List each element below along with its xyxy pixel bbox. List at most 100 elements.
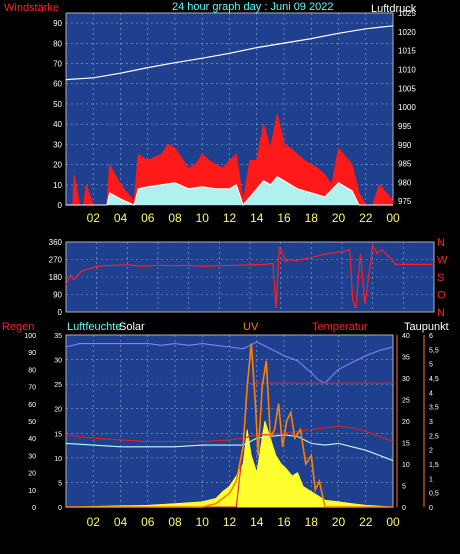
uv-tick-label: 5,5 (429, 347, 439, 354)
rain-tick-label: 40 (28, 436, 36, 443)
wind-tick-label: 30 (53, 140, 62, 149)
wind-tick-label: 80 (53, 39, 62, 48)
temperature-tick-label: 25 (402, 398, 410, 405)
time-tick-label: 14 (250, 211, 264, 225)
wind-tick-label: 90 (53, 19, 62, 28)
direction-tick-label: 0 (58, 308, 63, 317)
humidity-tick-label: 15 (54, 431, 62, 438)
uv-tick-label: 6 (429, 333, 433, 340)
uv-axis-ticks: 0 0,5 1 1,5 2 2,5 3 3,5 4 4,5 5 5,5 6 (424, 333, 439, 512)
humidity-tick-label: 0 (58, 505, 62, 512)
time-tick-label: 00 (386, 211, 400, 225)
top-time-axis-ticks: 02 04 06 08 10 12 14 16 18 20 22 00 (87, 211, 400, 225)
uv-label: UV (243, 321, 259, 333)
temperature-tick-label: 40 (402, 333, 410, 340)
wind-tick-label: 40 (53, 120, 62, 129)
uv-tick-label: 5 (429, 362, 433, 369)
time-tick-label: 08 (168, 515, 182, 529)
temperature-axis-ticks: 0 5 10 15 20 25 30 35 40 (397, 333, 410, 512)
wind-tick-label: 70 (53, 60, 62, 69)
pressure-axis-title: Luftdruck (371, 3, 417, 15)
time-tick-label: 12 (223, 515, 237, 529)
time-tick-label: 04 (114, 211, 128, 225)
direction-tick-label: 270 (49, 256, 63, 265)
uv-tick-label: 3 (429, 419, 433, 426)
uv-tick-label: 1,5 (429, 462, 439, 469)
wind-tick-label: 10 (53, 181, 62, 190)
direction-tick-label: 180 (49, 273, 63, 282)
direction-axis-ticks: 0 90 180 270 360 (49, 238, 63, 317)
temperature-tick-label: 15 (402, 441, 410, 448)
pressure-tick-label: 980 (398, 178, 412, 187)
wind-tick-label: 60 (53, 80, 62, 89)
chart-title: 24 hour graph day : Juni 09 2022 (172, 1, 333, 13)
temperature-tick-label: 30 (402, 376, 410, 383)
pressure-tick-label: 1015 (398, 47, 416, 56)
temperature-axis-title: Temperatur (312, 321, 368, 333)
humidity-tick-label: 25 (54, 382, 62, 389)
rain-tick-label: 70 (28, 385, 36, 392)
rain-axis-ticks: 0102030405060708090100 (24, 333, 36, 512)
time-tick-label: 20 (332, 211, 346, 225)
pressure-tick-label: 985 (398, 160, 412, 169)
pressure-tick-label: 1010 (398, 65, 416, 74)
time-tick-label: 00 (386, 515, 400, 529)
uv-tick-label: 0,5 (429, 491, 439, 498)
humidity-tick-label: 20 (54, 407, 62, 414)
rain-axis-title: Regen (2, 321, 34, 333)
time-tick-label: 06 (141, 515, 155, 529)
bottom-time-axis-ticks: 02 04 06 08 10 12 14 16 18 20 22 00 (87, 515, 400, 529)
rain-tick-label: 90 (28, 350, 36, 357)
pressure-axis-ticks: 975 980 985 990 995 1000 1005 1010 1015 1020 1025 (398, 9, 416, 206)
time-tick-label: 10 (196, 515, 210, 529)
wind-axis-ticks: 0 10 20 30 40 50 60 70 80 90 (53, 19, 62, 210)
time-tick-label: 08 (168, 211, 182, 225)
time-tick-label: 02 (87, 515, 101, 529)
humidity-axis-title: Luftfeuchte (67, 321, 121, 333)
dewpoint-axis-title: Taupunkt (404, 321, 449, 333)
rain-tick-label: 50 (28, 419, 36, 426)
temperature-tick-label: 20 (402, 419, 410, 426)
humidity-tick-label: 35 (54, 333, 62, 340)
rain-tick-label: 30 (28, 453, 36, 460)
time-tick-label: 14 (250, 515, 264, 529)
pressure-tick-label: 1000 (398, 103, 416, 112)
time-tick-label: 04 (114, 515, 128, 529)
time-tick-label: 02 (87, 211, 101, 225)
pressure-tick-label: 1020 (398, 28, 416, 37)
uv-tick-label: 2 (429, 448, 433, 455)
wind-tick-label: 20 (53, 161, 62, 170)
temperature-tick-label: 10 (402, 462, 410, 469)
time-tick-label: 20 (332, 515, 346, 529)
humidity-axis-ticks: 0 5 10 15 20 25 30 35 (54, 333, 62, 512)
humidity-tick-label: 30 (54, 358, 62, 365)
rain-tick-label: 100 (24, 333, 36, 340)
temperature-tick-label: 35 (402, 355, 410, 362)
time-tick-label: 18 (305, 515, 319, 529)
time-tick-label: 22 (359, 515, 373, 529)
compass-tick-label: W (437, 255, 448, 267)
direction-tick-label: 360 (49, 238, 63, 247)
time-tick-label: 12 (223, 211, 237, 225)
direction-tick-label: 90 (53, 291, 62, 300)
compass-tick-label: O (437, 290, 446, 302)
time-tick-label: 18 (305, 211, 319, 225)
uv-tick-label: 3,5 (429, 405, 439, 412)
compass-tick-label: S (437, 272, 444, 284)
pressure-tick-label: 1005 (398, 84, 416, 93)
humidity-tick-label: 10 (54, 456, 62, 463)
wind-axis-title: Windstärke (4, 2, 59, 14)
humidity-tick-label: 5 (58, 480, 62, 487)
rain-tick-label: 0 (32, 505, 36, 512)
pressure-tick-label: 990 (398, 141, 412, 150)
solar-label: Solar (119, 321, 145, 333)
time-tick-label: 06 (141, 211, 155, 225)
temperature-tick-label: 0 (402, 505, 406, 512)
time-tick-label: 10 (196, 211, 210, 225)
uv-tick-label: 4,5 (429, 376, 439, 383)
